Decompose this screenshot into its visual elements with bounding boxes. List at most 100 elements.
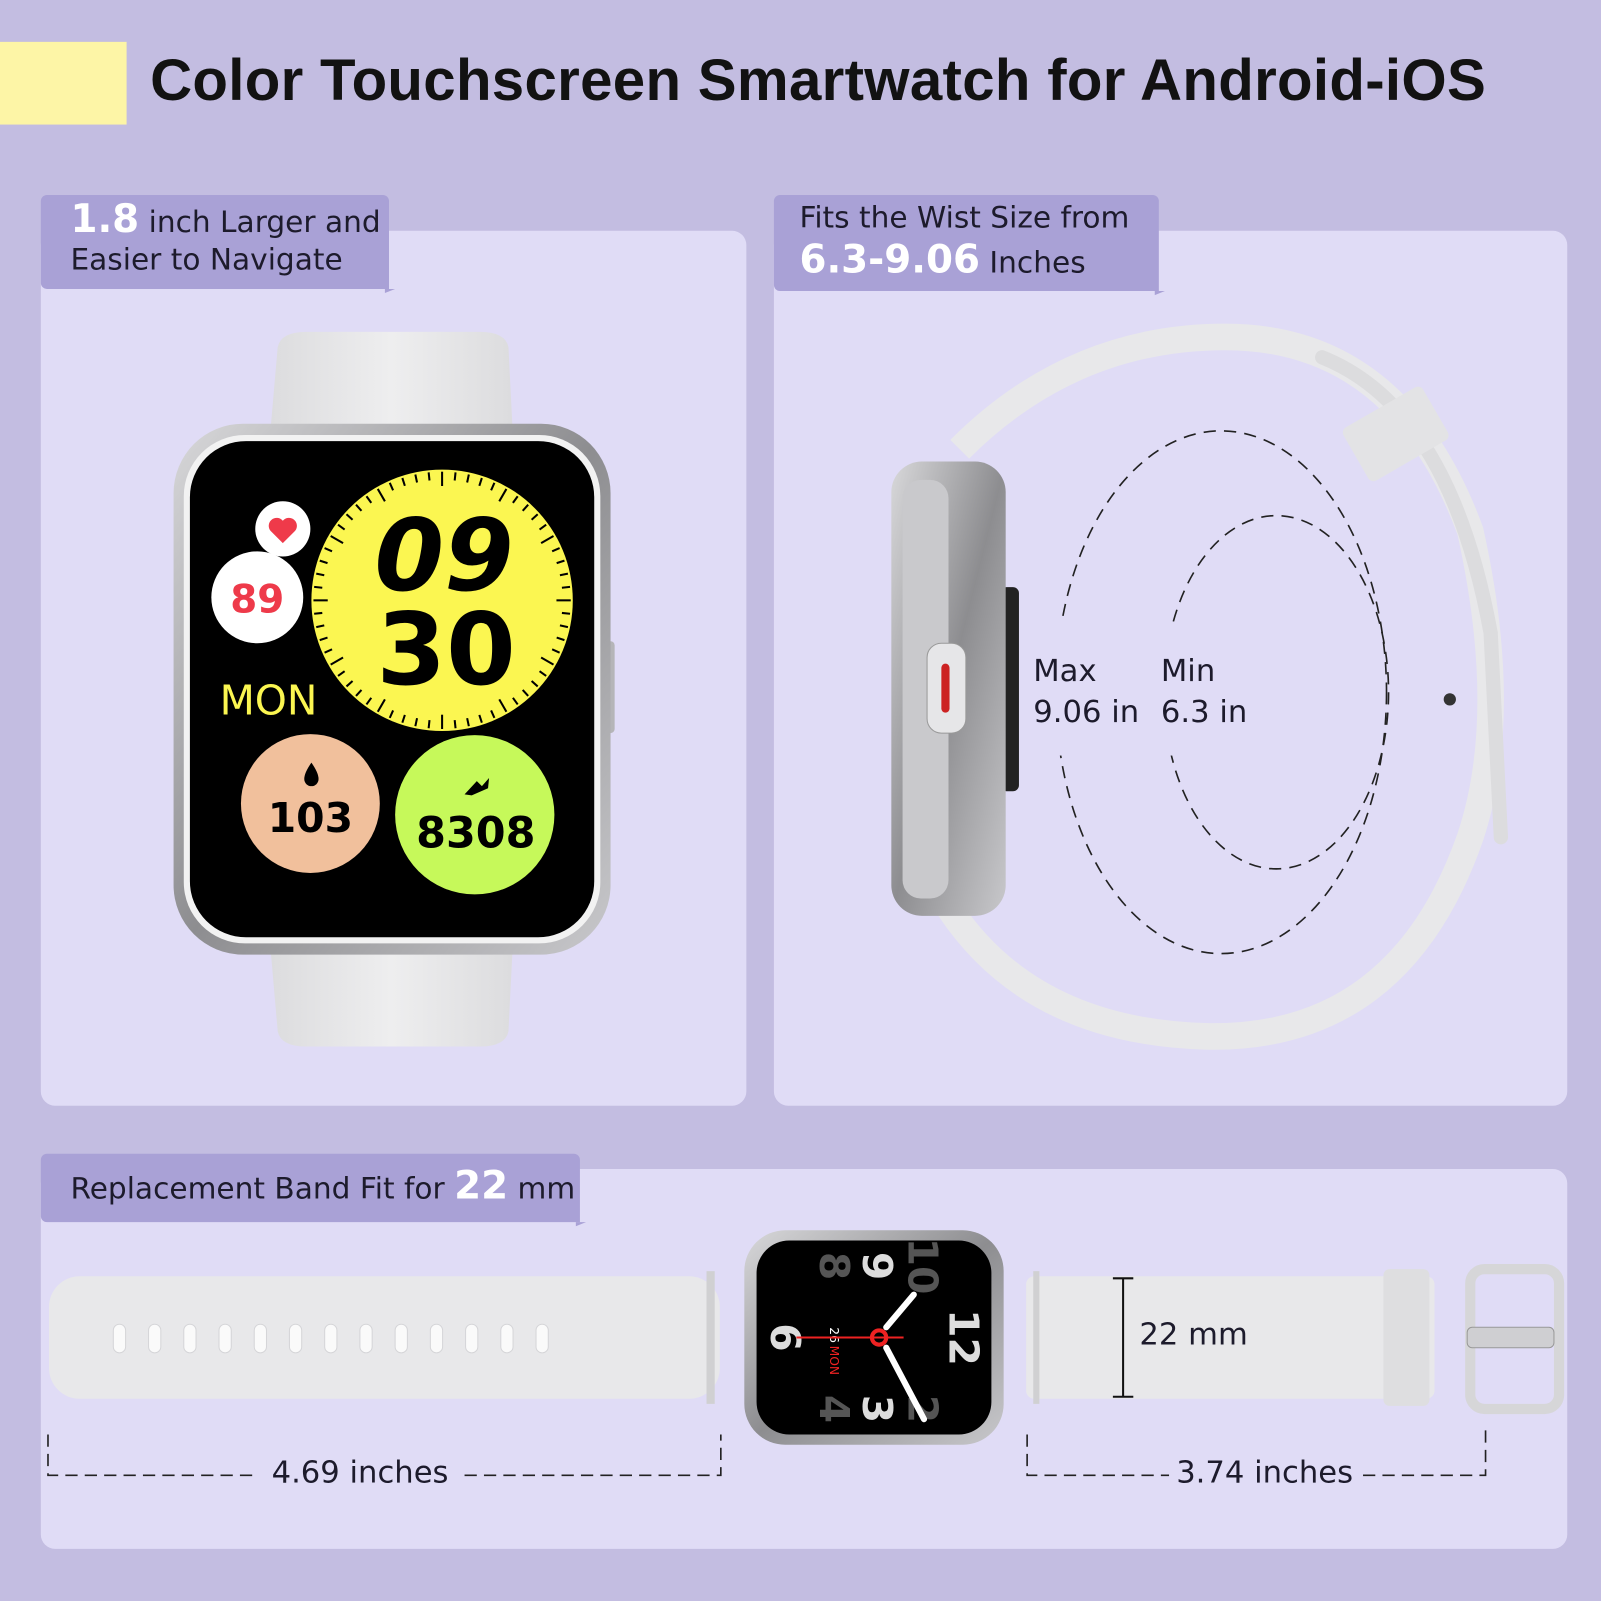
band-hole (183, 1323, 197, 1354)
dial-tick (530, 513, 539, 521)
dial-tick (551, 648, 561, 654)
band-hole (394, 1323, 408, 1354)
band-width-label: 22 mm (1139, 1317, 1248, 1353)
dial-tick (490, 482, 496, 491)
dial-tick (498, 698, 508, 713)
analog-day-text: MON (827, 1346, 841, 1375)
calories-text: 103 (268, 794, 353, 842)
dial-tick (355, 504, 363, 512)
time-dial (311, 469, 573, 732)
dial-tick (521, 504, 529, 512)
numeral-12: 12 (940, 1309, 988, 1366)
band-hole (500, 1323, 514, 1354)
shoe-icon (464, 778, 490, 796)
short-band-keeper (1383, 1269, 1430, 1406)
dial-tick (414, 717, 419, 727)
dial-tick (365, 495, 373, 504)
dial-tick (559, 624, 569, 629)
dial-tick (414, 474, 419, 483)
band-width-value: 22 (454, 1162, 509, 1208)
screen-size-value: 1.8 (70, 196, 140, 241)
dial-tick (376, 698, 386, 713)
band-hole (253, 1323, 267, 1354)
dial-tick (540, 656, 555, 666)
dial-tick (337, 523, 346, 531)
band-hole (288, 1323, 303, 1354)
band-hole (429, 1323, 444, 1354)
dial-tick (314, 611, 323, 615)
screen-size-text: inch Larger and (139, 204, 381, 239)
steps-circle (395, 735, 555, 895)
dial-tick (376, 488, 386, 502)
dial-tick (478, 477, 483, 487)
dial-tick (330, 535, 344, 545)
min-value: 6.3 in (1160, 694, 1248, 731)
long-band-dimension (47, 1434, 722, 1477)
dial-tick (490, 709, 496, 719)
screen-size-text-2: Easier to Navigate (70, 241, 343, 277)
dial-tick (538, 523, 547, 531)
numeral-9: 9 (853, 1252, 901, 1280)
dial-tick (324, 648, 333, 654)
dial-tick (337, 670, 346, 677)
dial-tick (388, 482, 395, 491)
dial-tick (540, 535, 555, 545)
dial-tick (466, 474, 470, 483)
dial-tick (530, 680, 539, 688)
dial-tick (466, 717, 470, 727)
flame-icon (304, 762, 319, 787)
dial-tick (427, 472, 431, 481)
wrist-size-tab: Fits the Wist Size from 6.3-9.06 Inches (773, 195, 1165, 296)
band-hole (218, 1323, 232, 1354)
heart-icon (268, 517, 297, 544)
dial-tick (512, 697, 519, 706)
calories-circle (240, 734, 380, 873)
top-strap (270, 331, 513, 429)
dial-tick (355, 689, 363, 697)
dial-tick (453, 472, 457, 481)
wrist-size-unit: Inches (980, 245, 1086, 280)
dial-tick (478, 714, 483, 724)
dial-tick (401, 714, 406, 724)
day-text: MON (220, 677, 318, 725)
date-text: 26 (827, 1327, 841, 1343)
numeral-4: 4 (810, 1395, 858, 1423)
dial-tick (314, 585, 323, 589)
dial-tick (365, 697, 373, 706)
dial-tick (561, 585, 571, 589)
steps-text: 8308 (416, 808, 535, 858)
dial-tick (330, 656, 344, 666)
band-hole (465, 1323, 479, 1354)
dial-tick (345, 680, 354, 688)
numeral-3: 3 (853, 1395, 901, 1423)
heart-rate-text: 89 (230, 578, 284, 623)
band-hole (324, 1323, 338, 1354)
band-tab-text: Replacement Band Fit for (70, 1171, 455, 1206)
dial-tick (401, 477, 406, 487)
dial-tick (538, 670, 547, 677)
dial-tick (316, 572, 325, 577)
numeral-8: 8 (810, 1252, 858, 1280)
dial-tick (561, 611, 571, 615)
dial-tick (521, 689, 529, 697)
band-tab-unit: mm (508, 1171, 576, 1206)
dial-tick (556, 636, 565, 642)
numeral-10: 10 (899, 1238, 947, 1295)
band-hole (535, 1323, 549, 1354)
dial-tick (316, 624, 325, 629)
long-band (49, 1276, 720, 1399)
screen-size-tab: 1.8 inch Larger and Easier to Navigate (40, 195, 396, 294)
short-band-dimension (1026, 1429, 1487, 1477)
band-tab: Replacement Band Fit for 22 mm (40, 1153, 587, 1227)
short-band (1026, 1276, 1435, 1399)
wrist-size-value: 6.3-9.06 (799, 236, 981, 282)
dial-tick (551, 547, 561, 553)
band-hole (359, 1323, 373, 1354)
hour-text: 09 (375, 497, 514, 614)
dial-tick (556, 559, 565, 565)
max-value: 9.06 in (1033, 694, 1140, 731)
band-hole (148, 1323, 162, 1354)
